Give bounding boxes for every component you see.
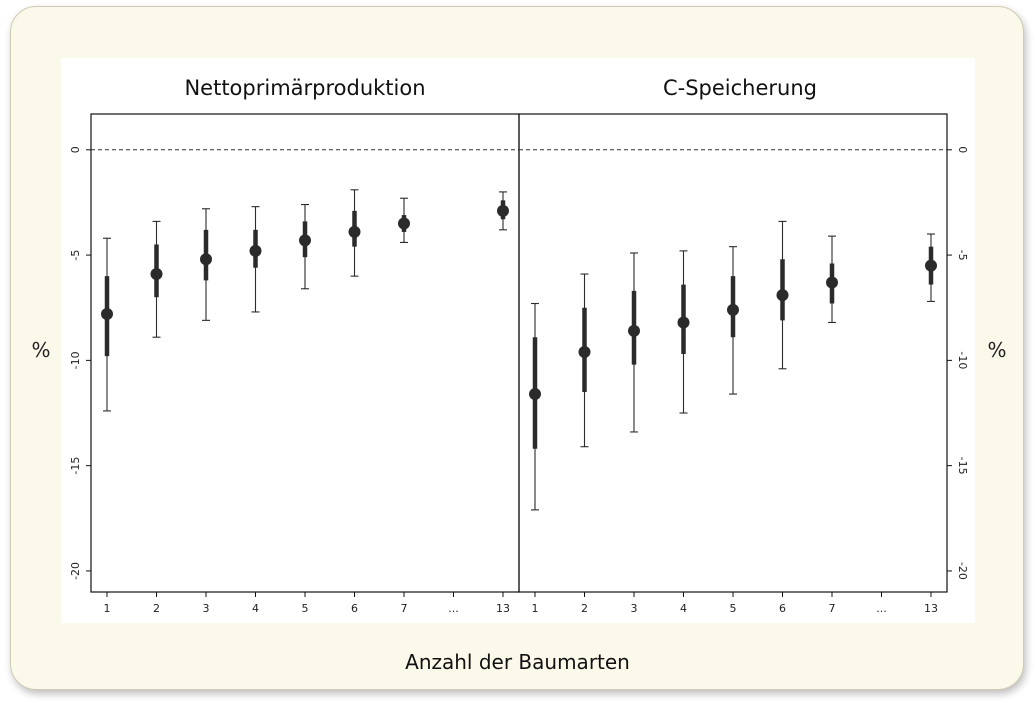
point-range-6 <box>776 220 789 370</box>
point-range-4 <box>677 250 690 414</box>
point-estimate <box>200 253 212 266</box>
point-range-13 <box>925 233 937 302</box>
x-tick-label: 2 <box>581 602 588 615</box>
point-estimate <box>101 308 113 321</box>
y-axis-label-right: % <box>987 338 1006 362</box>
x-tick-label: 5 <box>302 602 309 615</box>
point-estimate <box>677 316 690 329</box>
x-tick-label: 1 <box>104 602 111 615</box>
point-range-3 <box>200 208 212 321</box>
point-estimate <box>826 276 838 289</box>
x-tick-label: 1 <box>532 602 539 615</box>
x-tick-label: 6 <box>351 602 358 615</box>
y-axis-label-left: % <box>31 338 50 362</box>
x-tick-label: ... <box>448 602 459 615</box>
point-range-2 <box>150 220 163 338</box>
y-tick-label: 0 <box>69 146 82 153</box>
y-tick-label: -10 <box>956 351 969 369</box>
point-range-13 <box>497 191 509 231</box>
point-estimate <box>150 268 163 281</box>
x-tick-label: 4 <box>680 602 687 615</box>
x-axis-label: Anzahl der Baumarten <box>405 650 630 674</box>
point-range-4 <box>249 206 262 313</box>
y-tick-label: -15 <box>69 457 82 475</box>
x-tick-label: 13 <box>496 602 510 615</box>
point-range-2 <box>578 273 591 448</box>
x-tick-label: 3 <box>203 602 210 615</box>
point-estimate <box>925 259 937 272</box>
point-range-6 <box>348 189 361 277</box>
point-range-3 <box>628 252 640 433</box>
panel-title-right: C-Speicherung <box>663 76 817 100</box>
x-tick-label: 2 <box>153 602 160 615</box>
point-estimate <box>578 345 591 358</box>
point-range-5 <box>727 246 739 395</box>
point-estimate <box>727 303 739 316</box>
point-estimate <box>348 225 361 238</box>
chart-area <box>61 58 975 623</box>
panel-title-left: Nettoprimärproduktion <box>184 76 425 100</box>
point-range-1 <box>529 302 541 511</box>
y-tick-label: -15 <box>956 457 969 475</box>
y-tick-label: -5 <box>956 250 969 261</box>
point-range-5 <box>299 203 311 290</box>
point-estimate <box>628 324 640 337</box>
y-tick-label: 0 <box>956 146 969 153</box>
plot-frame-left <box>90 113 520 593</box>
y-tick-label: -5 <box>69 250 82 261</box>
x-tick-label: 5 <box>730 602 737 615</box>
x-tick-label: 13 <box>924 602 938 615</box>
y-tick-label: -20 <box>956 562 969 580</box>
x-tick-label: ... <box>876 602 887 615</box>
x-tick-label: 7 <box>829 602 836 615</box>
x-tick-label: 6 <box>779 602 786 615</box>
x-tick-label: 4 <box>252 602 259 615</box>
point-range-1 <box>101 237 113 412</box>
point-range-7 <box>826 235 838 324</box>
point-estimate <box>249 244 262 257</box>
point-estimate <box>299 234 311 247</box>
x-tick-label: 7 <box>401 602 408 615</box>
y-tick-label: -10 <box>69 351 82 369</box>
point-estimate <box>529 388 541 401</box>
point-estimate <box>497 204 509 217</box>
point-range-7 <box>398 197 410 243</box>
y-tick-label: -20 <box>69 562 82 580</box>
point-estimate <box>776 289 789 302</box>
x-tick-label: 3 <box>631 602 638 615</box>
point-estimate <box>398 217 410 230</box>
